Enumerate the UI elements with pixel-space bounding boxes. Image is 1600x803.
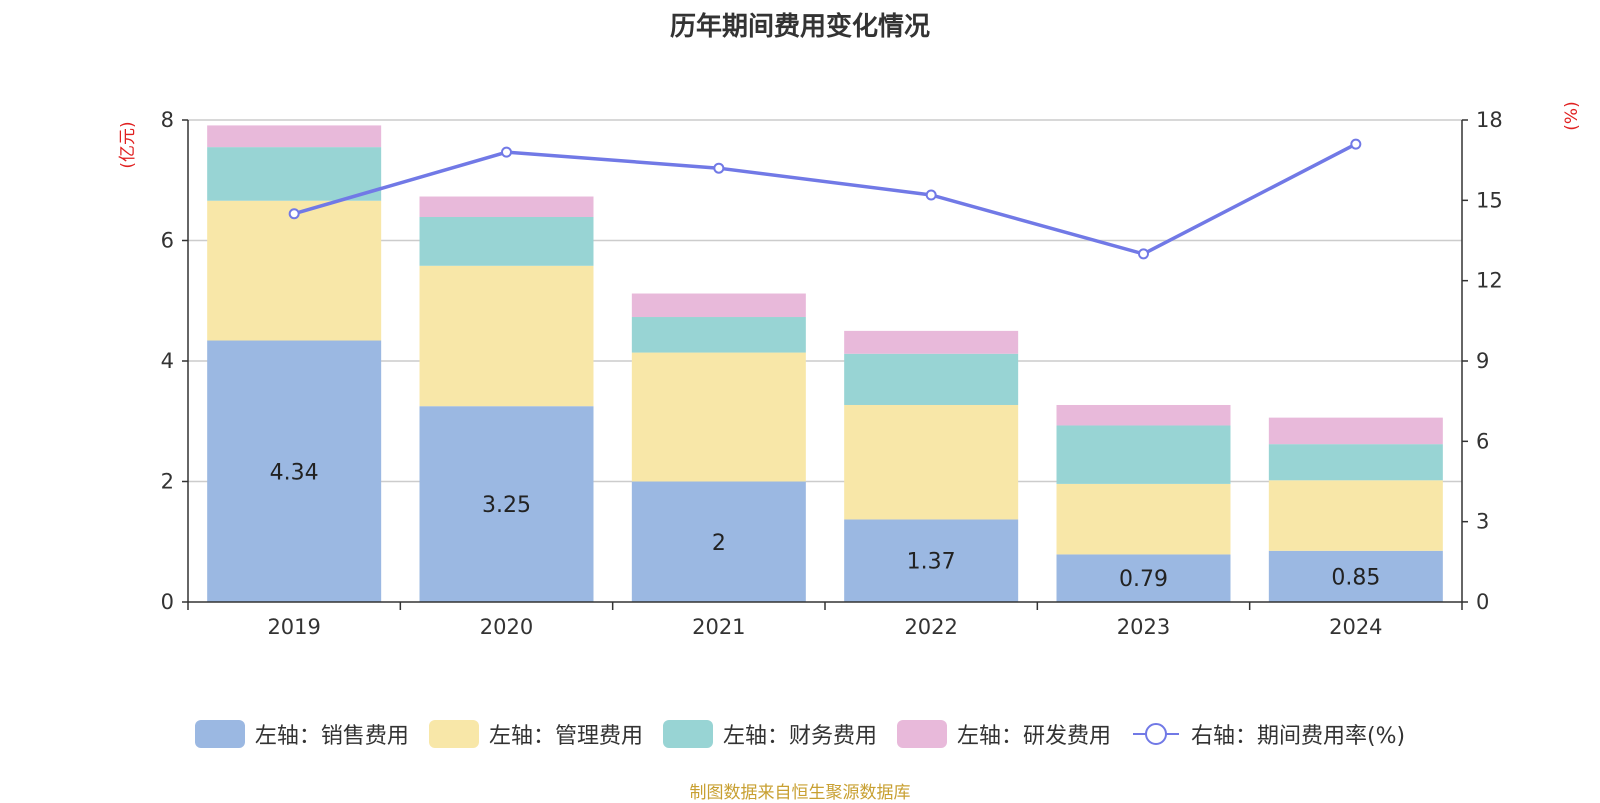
legend-item-expense-rate[interactable]: 右轴：期间费用率(%) [1131,718,1405,750]
bar-segment [844,330,1019,354]
bar-segment [631,481,806,602]
expense-rate-point [713,162,725,174]
legend-label-rnd: 左轴：研发费用 [956,724,1111,749]
legend-line-marker-icon [1132,723,1179,745]
right-axis-tick-label: 15 [1476,188,1503,212]
expense-rate-point [1350,138,1362,150]
right-axis-tick-label: 0 [1476,590,1489,614]
bar-segment [631,317,806,353]
legend-swatch-sales [194,720,245,748]
bar-data-label: 3.25 [482,493,531,518]
legend-swatch-finance [662,720,713,748]
right-axis-tick-label: 9 [1476,349,1489,373]
grid-lines [188,119,1462,483]
bar-segment [419,196,594,218]
bar-data-label: 1.37 [907,550,956,575]
bar-segment [844,519,1019,602]
bar-segment [844,404,1019,520]
right-axis-unit: (%) [1562,101,1582,130]
left-axis-tick-label: 4 [161,349,174,373]
legend-item-sales[interactable]: 左轴：销售费用 [194,718,409,750]
legend-item-finance[interactable]: 左轴：财务费用 [662,718,877,750]
bar-segment [419,217,594,266]
bar-segment [207,147,382,201]
bar-segment [419,406,594,602]
expense-rate-line [293,142,1357,256]
legend-item-admin[interactable]: 左轴：管理费用 [428,718,643,750]
bar-segment [844,353,1019,405]
expense-rate-point [1138,248,1149,260]
x-axis-tick-label: 2020 [480,615,533,639]
legend-item-rnd[interactable]: 左轴：研发费用 [896,718,1111,750]
axes: 0 2 4 6 8 0 3 6 9 12 15 18 2019 2020 2021 2022 2023 2024 [161,108,1503,639]
x-axis-tick-label: 2021 [692,615,745,639]
left-axis-tick-label: 8 [161,108,174,132]
bar-segment [1268,550,1443,602]
data-source-note: 制图数据来自恒生聚源数据库 [689,783,911,803]
bar-segment [207,200,382,341]
legend-label-finance: 左轴：财务费用 [722,724,877,749]
legend-label-expense-rate: 右轴：期间费用率(%) [1190,724,1406,749]
left-axis-tick-label: 2 [161,470,174,494]
bar-segment [207,340,382,602]
bar-segment [1056,483,1231,555]
bar-segment [1268,444,1443,481]
bar-layer [207,125,1443,602]
legend-swatch-admin [428,720,479,748]
x-axis-tick-label: 2022 [904,615,957,639]
x-axis-tick-label: 2024 [1329,615,1382,639]
left-axis-unit: (亿元) [118,121,138,168]
chart-title: 历年期间费用变化情况 [669,12,930,42]
legend-swatch-rnd [896,720,947,748]
right-axis-tick-label: 3 [1476,510,1489,534]
bar-segment [419,265,594,407]
bar-segment [1056,425,1231,484]
bar-data-label: 2 [712,531,726,556]
left-axis-tick-label: 6 [161,229,174,253]
bar-segment [631,293,806,318]
legend-label-admin: 左轴：管理费用 [488,724,643,749]
bar-segment [1056,554,1231,602]
expense-rate-point [288,208,300,220]
bar-segment [1056,404,1231,426]
bar-segment [207,125,382,148]
right-axis-tick-label: 18 [1476,108,1503,132]
left-axis-tick-label: 0 [161,590,174,614]
bar-data-label: 0.85 [1331,565,1380,590]
x-axis-tick-label: 2023 [1117,615,1170,639]
bar-segment [1268,480,1443,551]
legend: 左轴：销售费用 左轴：管理费用 左轴：财务费用 左轴：研发费用 右轴：期间费用率… [0,718,1600,750]
right-axis-tick-label: 6 [1476,429,1489,453]
expense-rate-point [501,146,512,158]
bar-segment [1268,417,1443,445]
bar-data-label: 4.34 [270,460,319,485]
expense-rate-point [925,189,937,201]
legend-label-sales: 左轴：销售费用 [254,724,409,749]
x-axis-tick-label: 2019 [267,615,320,639]
right-axis-tick-label: 12 [1476,269,1503,293]
data-labels: 4.34 3.25 2 1.37 0.79 0.85 [270,460,1381,592]
line-series [288,138,1362,260]
bar-segment [631,352,806,482]
bar-data-label: 0.79 [1119,567,1168,592]
